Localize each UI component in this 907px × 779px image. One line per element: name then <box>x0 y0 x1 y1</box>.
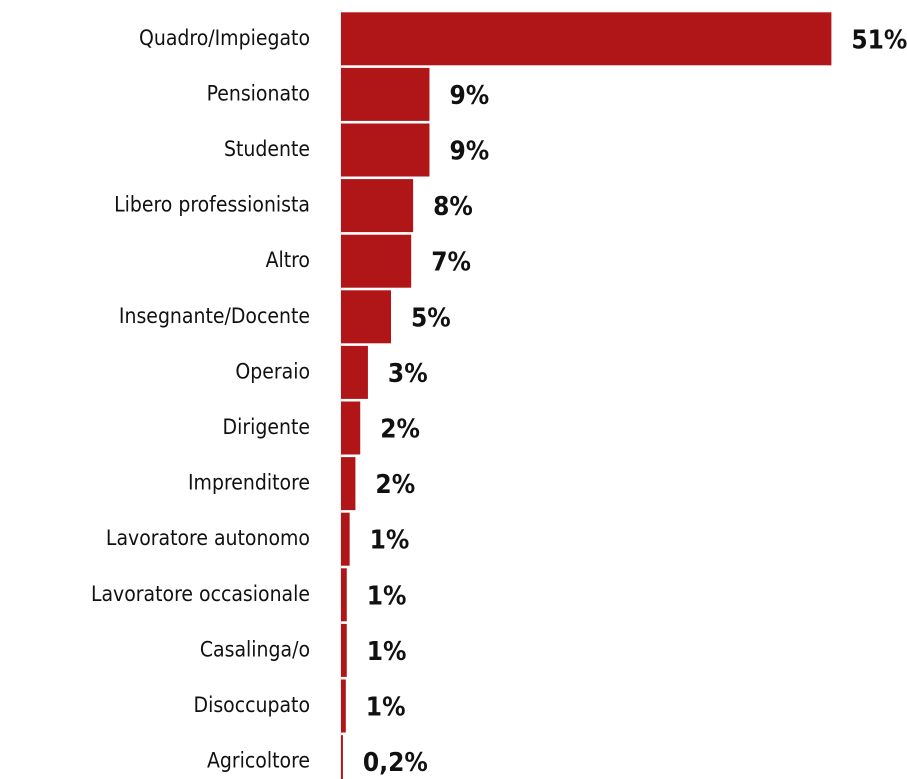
category-label: Lavoratore occasionale <box>91 582 310 606</box>
bar <box>341 568 347 622</box>
category-label: Disoccupato <box>194 693 310 717</box>
bar <box>341 457 356 511</box>
category-label: Agricoltore <box>207 749 310 773</box>
bar <box>341 179 414 233</box>
category-label: Pensionato <box>207 81 310 105</box>
bar <box>341 12 832 66</box>
bar <box>341 67 430 121</box>
value-label: 0,2% <box>363 748 428 778</box>
category-label: Dirigente <box>223 415 310 439</box>
value-label: 8% <box>433 192 473 222</box>
value-label: 1% <box>366 693 406 723</box>
bar <box>341 623 347 677</box>
value-label: 2% <box>375 470 415 500</box>
bar <box>341 679 346 733</box>
bar <box>341 735 343 779</box>
bar <box>341 401 361 455</box>
category-label: Libero professionista <box>114 193 310 217</box>
category-label: Lavoratore autonomo <box>106 526 310 550</box>
category-label: Imprenditore <box>188 471 310 495</box>
category-label: Quadro/Impiegato <box>139 26 310 50</box>
value-label: 1% <box>367 581 407 611</box>
value-label: 5% <box>411 303 451 333</box>
category-label: Casalinga/o <box>200 637 310 661</box>
bar <box>341 512 350 566</box>
value-label: 3% <box>388 359 428 389</box>
category-label: Altro <box>266 248 310 272</box>
category-label: Studente <box>224 137 310 161</box>
bar <box>341 123 430 177</box>
value-label: 1% <box>367 637 407 667</box>
value-label: 9% <box>449 81 489 111</box>
value-label: 1% <box>370 526 410 556</box>
value-label: 2% <box>380 415 420 445</box>
value-label: 9% <box>449 137 489 167</box>
category-label: Insegnante/Docente <box>119 304 310 328</box>
bar <box>341 290 391 344</box>
value-label: 7% <box>431 248 471 278</box>
bar <box>341 234 412 288</box>
bar <box>341 345 368 399</box>
category-label: Operaio <box>235 359 310 383</box>
value-label: 51% <box>851 25 907 55</box>
